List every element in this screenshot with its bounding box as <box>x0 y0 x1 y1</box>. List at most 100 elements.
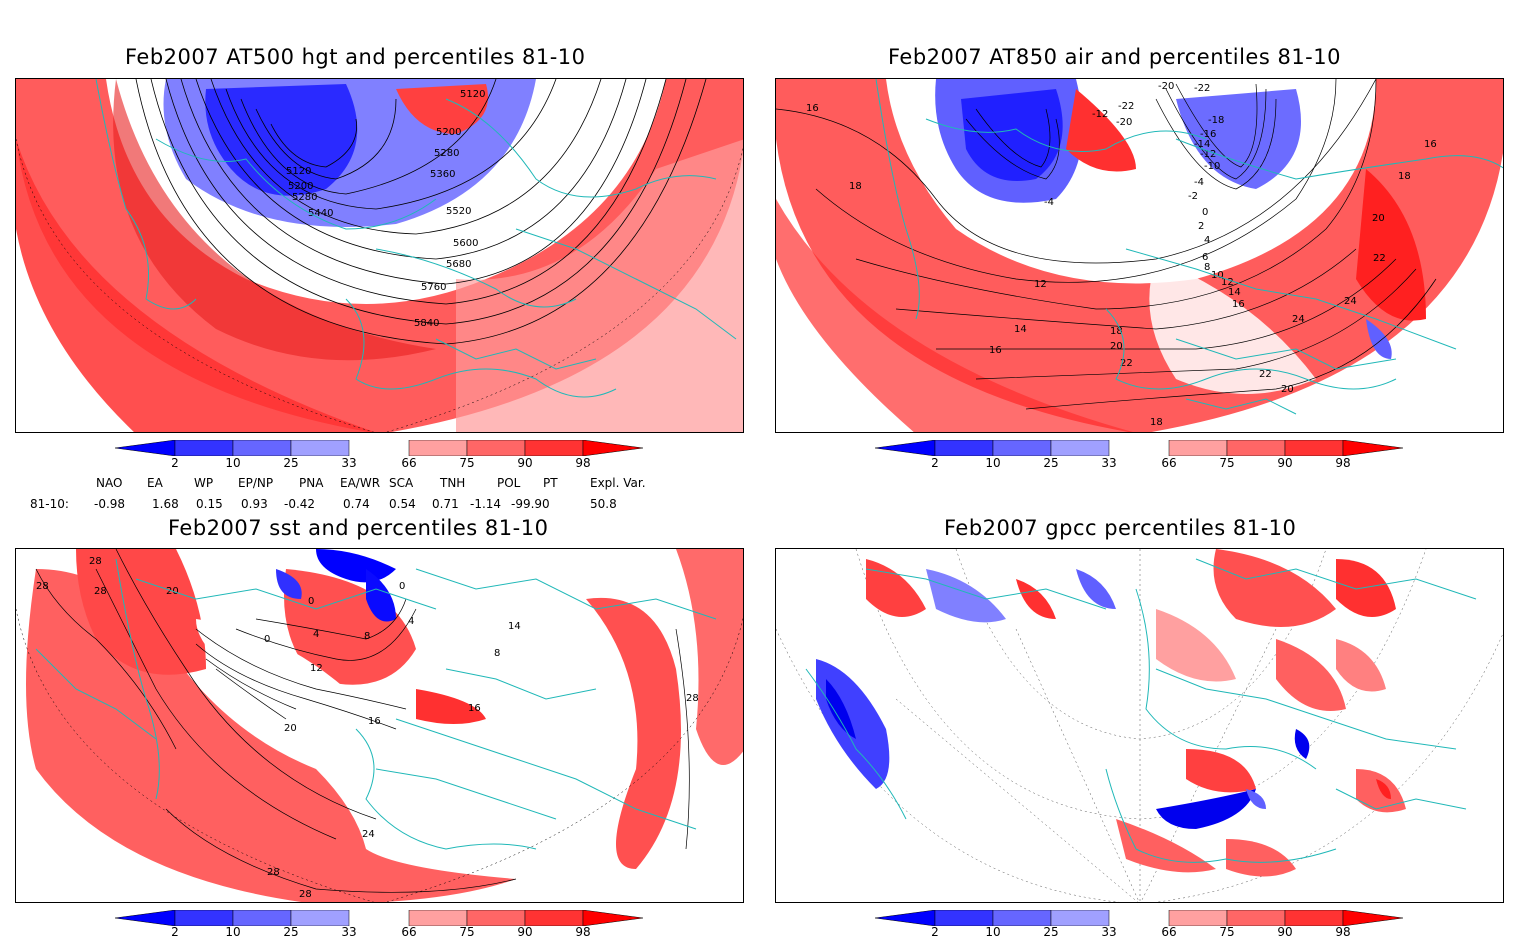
contour-label: -4 <box>1194 177 1204 188</box>
contour-label: 0 <box>264 634 270 645</box>
coastlines-sst <box>35 558 717 850</box>
contour-label: 18 <box>1150 417 1163 428</box>
contour-label: 8 <box>1204 262 1210 273</box>
colorbar-tick-label: 90 <box>1277 456 1293 470</box>
contour-label: 20 <box>1110 341 1123 352</box>
colorbar-tick-label: 33 <box>1101 456 1117 470</box>
contour-label: 28 <box>267 867 280 878</box>
contour-label: 20 <box>1281 384 1294 395</box>
contour-label: 16 <box>1232 299 1245 310</box>
colorbar-tick-label: 25 <box>1043 456 1059 470</box>
contour-label: 5120 <box>460 89 485 100</box>
colorbar-tick-label: 2 <box>171 456 179 470</box>
contour-label: 5200 <box>288 181 313 192</box>
contour-label: 4 <box>313 629 319 640</box>
contour-label: 22 <box>1373 253 1386 264</box>
contour-label: 5600 <box>453 238 478 249</box>
contour-label: 28 <box>686 693 699 704</box>
contour-label: 28 <box>299 889 312 900</box>
tele-header: Expl. Var. <box>590 476 646 490</box>
colorbar-at500: 2 10 25 33 66 75 90 98 <box>115 440 645 470</box>
tele-value: 0.71 <box>432 497 459 511</box>
contour-label: 14 <box>1014 324 1027 335</box>
tele-header: EA/WR <box>340 476 381 490</box>
tele-value: -0.42 <box>284 497 316 511</box>
map-at500: 5120 5120 5200 5200 5280 5280 5360 5440 … <box>16 79 743 432</box>
colorbar-tick-label: 98 <box>575 456 591 470</box>
tele-header: TNH <box>440 476 466 490</box>
coastlines-gpcc <box>805 558 1477 863</box>
coastlines-at500 <box>95 79 737 398</box>
map-panel-sst: 28 28 28 20 0 4 8 12 16 20 24 28 28 16 0… <box>15 548 744 903</box>
contour-label: 16 <box>989 345 1002 356</box>
tele-value: -0.98 <box>94 497 126 511</box>
contour-label: -18 <box>1208 115 1224 126</box>
contour-label: 5120 <box>286 166 311 177</box>
colorbar-tick-label: 75 <box>459 925 475 939</box>
map-gpcc <box>776 549 1503 902</box>
contour-label: 5200 <box>436 127 461 138</box>
panel-title-gpcc: Feb2007 gpcc percentiles 81-10 <box>944 516 1297 540</box>
tele-value: 0.54 <box>389 497 416 511</box>
tele-header: SCA <box>389 476 414 490</box>
tele-header: PT <box>543 476 558 490</box>
contour-label: 24 <box>1292 314 1305 325</box>
contour-label: 20 <box>1372 213 1385 224</box>
colorbar-tick-label: 25 <box>283 456 299 470</box>
contour-label: 0 <box>399 581 405 592</box>
contour-label: 20 <box>284 723 297 734</box>
contour-labels-sst: 28 28 28 20 0 4 8 12 16 20 24 28 28 16 0… <box>36 556 699 900</box>
colorbar-at850: 2 10 25 33 66 75 90 98 <box>875 440 1405 470</box>
contour-label: 16 <box>368 716 381 727</box>
contour-label: 28 <box>89 556 102 567</box>
colorbar-tick-label: 25 <box>283 925 299 939</box>
contour-label: 24 <box>362 829 375 840</box>
contour-label: 5440 <box>308 208 333 219</box>
tele-value: 0.74 <box>343 497 370 511</box>
colorbar-tick-label: 10 <box>985 456 1001 470</box>
contour-label: 22 <box>1259 369 1272 380</box>
contour-label: 24 <box>1344 296 1357 307</box>
tele-header: EP/NP <box>238 476 274 490</box>
colorbar-tick-label: 2 <box>171 925 179 939</box>
contour-label: 18 <box>849 181 862 192</box>
contour-label: -4 <box>1044 197 1054 208</box>
panel-title-at850: Feb2007 AT850 air and percentiles 81-10 <box>888 45 1341 69</box>
panel-title-at500: Feb2007 AT500 hgt and percentiles 81-10 <box>125 45 586 69</box>
colorbar-tick-label: 10 <box>225 925 241 939</box>
colorbar-sst: 2 10 25 33 66 75 90 98 <box>115 910 645 940</box>
contour-label: 5760 <box>421 282 446 293</box>
contour-labels-at500: 5120 5120 5200 5200 5280 5280 5360 5440 … <box>286 89 485 329</box>
map-at850: 16 16 18 18 20 22 24 24 12 14 16 18 20 2… <box>776 79 1503 432</box>
contour-label: 22 <box>1120 358 1133 369</box>
contour-label: 2 <box>1198 221 1204 232</box>
tele-header: NAO <box>96 476 123 490</box>
colorbar-tick-label: 90 <box>517 925 533 939</box>
colorbar-tick-label: 98 <box>1335 925 1351 939</box>
colorbar-tick-label: 2 <box>931 925 939 939</box>
tele-value: 0.15 <box>196 497 223 511</box>
contour-label: 14 <box>508 621 521 632</box>
coastlines-at850 <box>875 79 1503 415</box>
tele-header: POL <box>497 476 521 490</box>
contour-label: -2 <box>1188 191 1198 202</box>
contour-label: 5280 <box>434 148 459 159</box>
contour-label: 5840 <box>414 318 439 329</box>
contour-label: -16 <box>1200 129 1216 140</box>
map-panel-at500: 5120 5120 5200 5200 5280 5280 5360 5440 … <box>15 78 744 433</box>
colorbar-tick-label: 10 <box>225 456 241 470</box>
tele-value: 50.8 <box>590 497 617 511</box>
contour-label: 16 <box>468 703 481 714</box>
tele-header: PNA <box>299 476 324 490</box>
panel-title-sst: Feb2007 sst and percentiles 81-10 <box>168 516 549 540</box>
contour-label: -20 <box>1116 117 1132 128</box>
contour-label: 14 <box>1228 287 1241 298</box>
contour-label: 5520 <box>446 206 471 217</box>
contour-label: 6 <box>1202 252 1208 263</box>
contour-label: 12 <box>310 663 323 674</box>
contour-label: 5280 <box>292 192 317 203</box>
contour-label: 16 <box>1424 139 1437 150</box>
colorbar-tick-label: 75 <box>1219 456 1235 470</box>
colorbar-gpcc: 2 10 25 33 66 75 90 98 <box>875 910 1405 940</box>
tele-header: WP <box>194 476 214 490</box>
